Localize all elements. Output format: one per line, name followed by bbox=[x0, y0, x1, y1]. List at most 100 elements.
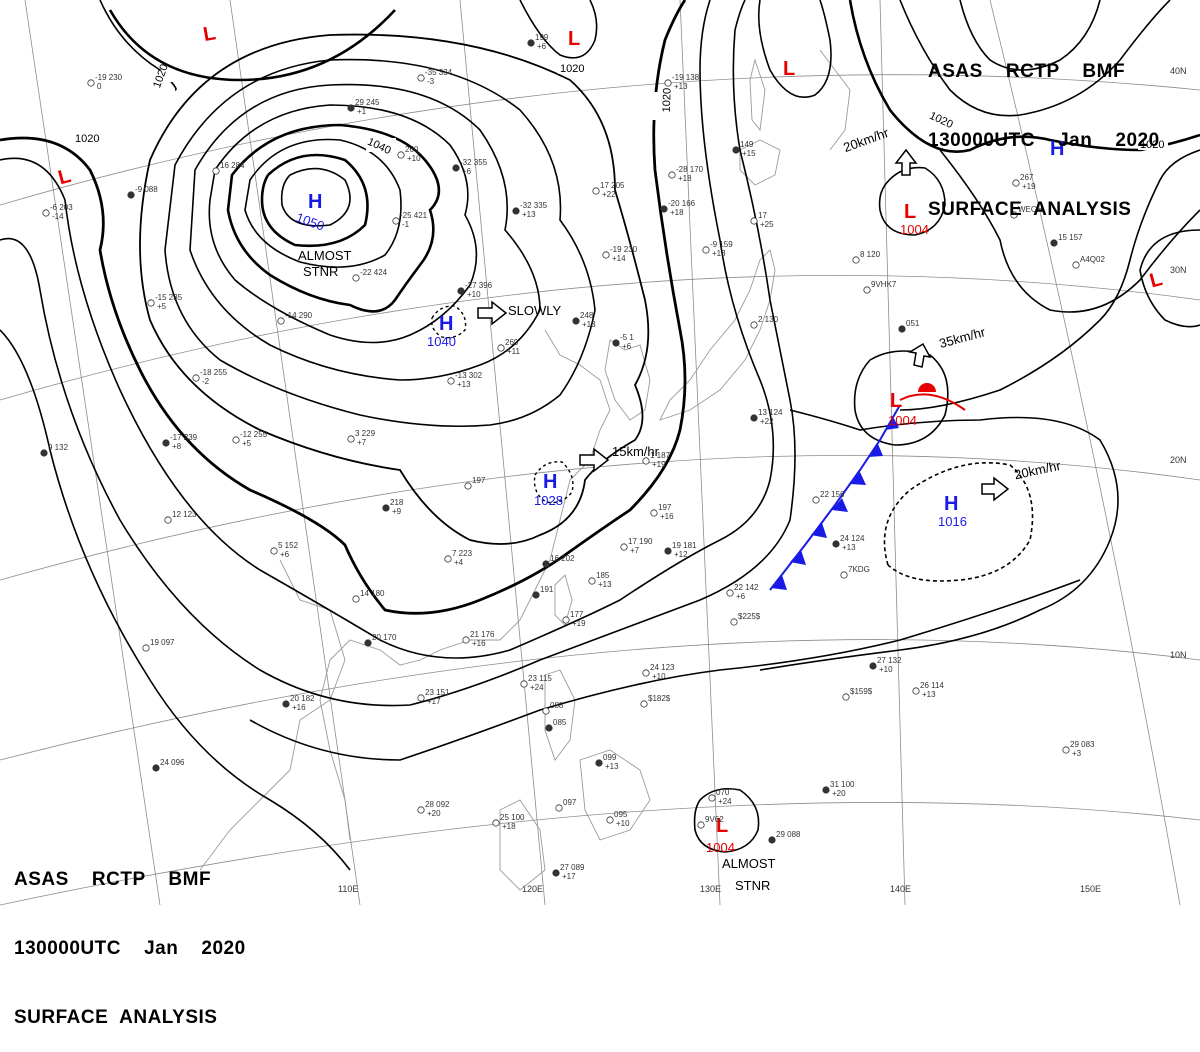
station-circle bbox=[457, 287, 465, 295]
low-symbol: L bbox=[1147, 268, 1164, 292]
station-report: 2 130 bbox=[750, 315, 779, 329]
station-circle bbox=[352, 595, 360, 603]
isobar-label: 1020 bbox=[661, 88, 674, 113]
station-report: 16 284 bbox=[212, 161, 245, 175]
station-circle bbox=[898, 325, 906, 333]
low-value: 1004 bbox=[706, 840, 735, 855]
station-pressure: -9 159 bbox=[710, 240, 733, 249]
high-note-line2: STNR bbox=[303, 264, 338, 279]
station-pressure: -18 255 bbox=[200, 368, 228, 377]
station-pressure: -22 424 bbox=[360, 268, 388, 277]
station-report: 31 100+20 bbox=[822, 780, 855, 798]
station-pressure: 9V62 bbox=[705, 815, 724, 824]
title-line-1: ASAS RCTP BMF bbox=[14, 869, 212, 890]
grid-labels: 110E 120E 130E 140E 150E 40N 30N 20N 10N bbox=[338, 66, 1187, 894]
isobar-1040 bbox=[226, 123, 441, 313]
station-pressure: 29 245 bbox=[355, 98, 380, 107]
station-tendency: +13 bbox=[522, 210, 536, 219]
station-tendency: +13 bbox=[674, 82, 688, 91]
weather-map: 110E 120E 130E 140E 150E 40N 30N 20N 10N bbox=[0, 0, 1200, 906]
station-tendency: -14 bbox=[52, 212, 64, 221]
station-tendency: +16 bbox=[660, 512, 674, 521]
station-pressure: 27 132 bbox=[877, 656, 902, 665]
isobar-1020-top-arc bbox=[108, 9, 396, 82]
station-pressure: 13 124 bbox=[758, 408, 783, 417]
coast-indochina bbox=[199, 559, 346, 871]
station-report: 16 202 bbox=[542, 554, 575, 568]
coast-kamchatka bbox=[819, 49, 851, 151]
station-report: 22 142+6 bbox=[726, 583, 759, 601]
station-report: 27 089+17 bbox=[552, 863, 585, 881]
station-circle bbox=[555, 804, 563, 812]
station-circle bbox=[840, 571, 848, 579]
station-circle bbox=[42, 209, 50, 217]
high-symbol: H bbox=[1050, 138, 1064, 160]
station-circle bbox=[542, 560, 550, 568]
low-symbol: L bbox=[202, 22, 218, 46]
station-circle bbox=[270, 547, 278, 555]
station-pressure: 14 180 bbox=[360, 589, 385, 598]
motion-label: 15km/hr bbox=[612, 444, 660, 459]
station-pressure: 17 190 bbox=[628, 537, 653, 546]
station-circle bbox=[750, 321, 758, 329]
station-circle bbox=[392, 217, 400, 225]
station-pressure: 177 bbox=[570, 610, 584, 619]
station-pressure: 31 100 bbox=[830, 780, 855, 789]
station-circle bbox=[668, 171, 676, 179]
station-pressure: 1 187 bbox=[650, 451, 671, 460]
coast-china-east bbox=[319, 329, 611, 841]
coast-sakhalin bbox=[749, 58, 766, 132]
station-report: 267+19 bbox=[1012, 173, 1036, 191]
station-report: 17 190+7 bbox=[620, 537, 653, 555]
station-pressure: 17 205 bbox=[600, 181, 625, 190]
station-report: 199+6 bbox=[527, 33, 549, 51]
station-report: 13 124+22 bbox=[750, 408, 783, 426]
lon-label-120e: 120E bbox=[522, 884, 543, 894]
station-circle bbox=[364, 639, 372, 647]
station-tendency: +20 bbox=[832, 789, 846, 798]
station-pressure: 095 bbox=[614, 810, 628, 819]
arrow-slowly bbox=[477, 300, 508, 326]
station-report: 070+24 bbox=[708, 788, 732, 806]
station-tendency: +15 bbox=[742, 149, 756, 158]
station-report: 12 123 bbox=[164, 510, 197, 524]
station-pressure: 25 100 bbox=[500, 813, 525, 822]
station-report: 17 205+22 bbox=[592, 181, 625, 199]
high-value: 1040 bbox=[427, 334, 456, 349]
low-symbol: L bbox=[56, 165, 73, 189]
station-report: -27 396+10 bbox=[457, 281, 493, 299]
station-pressure: 2 130 bbox=[758, 315, 779, 324]
station-tendency: +10 bbox=[879, 665, 893, 674]
isobar-1028 bbox=[164, 58, 596, 428]
station-circle bbox=[768, 836, 776, 844]
station-circle bbox=[562, 616, 570, 624]
title-line-2: 130000UTC Jan 2020 bbox=[14, 938, 246, 959]
station-tendency: +18 bbox=[670, 208, 684, 217]
station-circle bbox=[147, 299, 155, 307]
title-line-3: SURFACE ANALYSIS bbox=[928, 199, 1132, 220]
station-tendency: +10 bbox=[407, 154, 421, 163]
station-tendency: +6 bbox=[537, 42, 547, 51]
station-circle bbox=[732, 146, 740, 154]
station-report: 269+11 bbox=[497, 338, 521, 356]
station-tendency: +6 bbox=[736, 592, 746, 601]
station-pressure: 20 182 bbox=[290, 694, 315, 703]
high-symbol: H bbox=[543, 471, 557, 493]
coast-hokkaido bbox=[739, 139, 781, 186]
station-pressure: 29 088 bbox=[776, 830, 801, 839]
station-report: 051 bbox=[898, 319, 920, 333]
station-pressure: 070 bbox=[716, 788, 730, 797]
station-report: 3 229+7 bbox=[347, 429, 376, 447]
title-line-3: SURFACE ANALYSIS bbox=[14, 1007, 218, 1028]
station-pressure: 185 bbox=[596, 571, 610, 580]
station-tendency: +13 bbox=[712, 249, 726, 258]
station-pressure: 15 157 bbox=[1058, 233, 1083, 242]
station-tendency: +24 bbox=[718, 797, 732, 806]
lon-label-110e: 110E bbox=[338, 884, 358, 894]
station-report: 149+15 bbox=[732, 140, 756, 158]
station-report: 088 bbox=[542, 701, 564, 715]
station-tendency: +13 bbox=[582, 320, 596, 329]
station-circle bbox=[588, 577, 596, 585]
cold-front-barb bbox=[832, 498, 848, 512]
arrow-35kmhr bbox=[907, 342, 932, 368]
